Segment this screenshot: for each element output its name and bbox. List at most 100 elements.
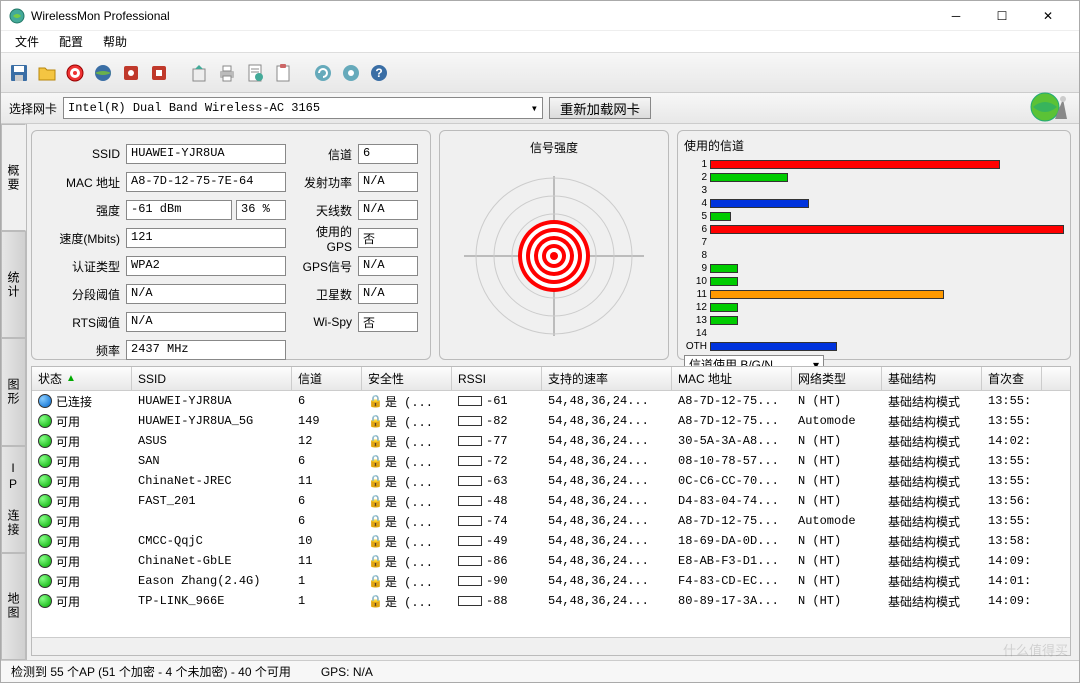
table-row[interactable]: 可用ChinaNet-GbLE11🔒是 (...-8654,48,36,24..… (32, 551, 1070, 571)
rssi-bar-icon (458, 416, 482, 426)
cell-nettype: N (HT) (792, 434, 882, 448)
menu-config[interactable]: 配置 (51, 31, 91, 52)
lock-icon: 🔒 (368, 574, 383, 589)
cell-rate: 54,48,36,24... (542, 474, 672, 488)
col-ssid-header[interactable]: SSID (132, 367, 292, 390)
tab-ipconn[interactable]: IP 连接 (1, 446, 26, 553)
open-icon[interactable] (35, 61, 59, 85)
signal-radar (448, 160, 660, 351)
col-nettype-header[interactable]: 网络类型 (792, 367, 882, 390)
lock-icon: 🔒 (368, 454, 383, 469)
menu-file[interactable]: 文件 (7, 31, 47, 52)
help-icon[interactable]: ? (367, 61, 391, 85)
channel-bar-row: 7 (684, 236, 1064, 249)
refresh-icon[interactable] (311, 61, 335, 85)
ap-table: 状态▲ SSID 信道 安全性 RSSI 支持的速率 MAC 地址 网络类型 基… (31, 366, 1071, 656)
globe-blue-icon[interactable] (91, 61, 115, 85)
cell-rssi: -88 (452, 594, 542, 608)
save-icon[interactable] (7, 61, 31, 85)
print-icon[interactable] (215, 61, 239, 85)
cell-nettype: N (HT) (792, 494, 882, 508)
cell-firstseen: 13:55: (982, 394, 1042, 408)
cell-mac: 0C-C6-CC-70... (672, 474, 792, 488)
tab-stats[interactable]: 统计 (1, 231, 26, 338)
channel-bar (710, 342, 837, 351)
reload-nic-button[interactable]: 重新加载网卡 (549, 97, 651, 119)
clipboard-icon[interactable] (271, 61, 295, 85)
cell-firstseen: 13:55: (982, 414, 1042, 428)
channel-bar-row: 1 (684, 158, 1064, 171)
col-mac-header[interactable]: MAC 地址 (672, 367, 792, 390)
cell-security: 🔒是 (... (362, 513, 452, 530)
rssi-bar-icon (458, 476, 482, 486)
col-status-header[interactable]: 状态▲ (32, 367, 132, 390)
cell-status: 可用 (32, 533, 132, 550)
channel-number: 9 (684, 263, 710, 274)
table-body[interactable]: 已连接HUAWEI-YJR8UA6🔒是 (...-6154,48,36,24..… (32, 391, 1070, 637)
table-row[interactable]: 可用SAN6🔒是 (...-7254,48,36,24...08-10-78-5… (32, 451, 1070, 471)
menu-bar: 文件 配置 帮助 (1, 31, 1079, 53)
channels-panel: 使用的信道 1234567891011121314OTH 信道使用 B/G/N … (677, 130, 1071, 360)
tab-graph[interactable]: 图形 (1, 338, 26, 445)
rts-value: N/A (126, 312, 286, 332)
cell-channel: 11 (292, 554, 362, 568)
cell-infra: 基础结构模式 (882, 433, 982, 450)
lock-icon: 🔒 (368, 434, 383, 449)
table-row[interactable]: 可用ChinaNet-JREC11🔒是 (...-6354,48,36,24..… (32, 471, 1070, 491)
log-icon[interactable] (243, 61, 267, 85)
close-button[interactable]: ✕ (1025, 1, 1071, 31)
maximize-button[interactable]: ☐ (979, 1, 1025, 31)
lock-icon: 🔒 (368, 394, 383, 409)
channel-bar (710, 212, 731, 221)
lock-icon: 🔒 (368, 534, 383, 549)
cell-status: 可用 (32, 433, 132, 450)
cell-security: 🔒是 (... (362, 473, 452, 490)
status-bar: 检测到 55 个AP (51 个加密 - 4 个未加密) - 40 个可用 GP… (1, 660, 1079, 682)
col-rate-header[interactable]: 支持的速率 (542, 367, 672, 390)
cell-nettype: N (HT) (792, 574, 882, 588)
cell-mac: A8-7D-12-75... (672, 414, 792, 428)
cell-firstseen: 13:55: (982, 474, 1042, 488)
nic-dropdown[interactable]: Intel(R) Dual Band Wireless-AC 3165 ▾ (63, 97, 543, 119)
channel-number: 2 (684, 172, 710, 183)
channel-bar-row: 12 (684, 301, 1064, 314)
table-row[interactable]: 可用CMCC-QqjC10🔒是 (...-4954,48,36,24...18-… (32, 531, 1070, 551)
tab-overview[interactable]: 概要 (1, 124, 26, 231)
table-row[interactable]: 可用TP-LINK_966E1🔒是 (...-8854,48,36,24...8… (32, 591, 1070, 611)
col-firstseen-header[interactable]: 首次查 (982, 367, 1042, 390)
cell-rate: 54,48,36,24... (542, 594, 672, 608)
table-row[interactable]: 可用FAST_2016🔒是 (...-4854,48,36,24...D4-83… (32, 491, 1070, 511)
rssi-bar-icon (458, 576, 482, 586)
chevron-down-icon: ▾ (531, 101, 538, 116)
table-row[interactable]: 可用ASUS12🔒是 (...-7754,48,36,24...30-5A-3A… (32, 431, 1070, 451)
cell-rssi: -90 (452, 574, 542, 588)
settings-icon[interactable] (339, 61, 363, 85)
channel-bar (710, 277, 738, 286)
cell-firstseen: 13:58: (982, 534, 1042, 548)
table-row[interactable]: 可用HUAWEI-YJR8UA_5G149🔒是 (...-8254,48,36,… (32, 411, 1070, 431)
target-icon[interactable] (63, 61, 87, 85)
cell-rate: 54,48,36,24... (542, 394, 672, 408)
table-row[interactable]: 可用Eason Zhang(2.4G)1🔒是 (...-9054,48,36,2… (32, 571, 1070, 591)
cell-rssi: -61 (452, 394, 542, 408)
col-channel-header[interactable]: 信道 (292, 367, 362, 390)
tab-map[interactable]: 地图 (1, 553, 26, 660)
net1-icon[interactable] (119, 61, 143, 85)
cell-status: 可用 (32, 413, 132, 430)
export-icon[interactable] (187, 61, 211, 85)
net2-icon[interactable] (147, 61, 171, 85)
cell-channel: 6 (292, 454, 362, 468)
cell-security: 🔒是 (... (362, 593, 452, 610)
horizontal-scrollbar[interactable] (32, 637, 1070, 655)
col-security-header[interactable]: 安全性 (362, 367, 452, 390)
col-infra-header[interactable]: 基础结构 (882, 367, 982, 390)
minimize-button[interactable]: ─ (933, 1, 979, 31)
table-row[interactable]: 可用6🔒是 (...-7454,48,36,24...A8-7D-12-75..… (32, 511, 1070, 531)
menu-help[interactable]: 帮助 (95, 31, 135, 52)
side-tabs: 概要 统计 图形 IP 连接 地图 (1, 124, 27, 660)
cell-status: 可用 (32, 453, 132, 470)
cell-firstseen: 14:02: (982, 434, 1042, 448)
table-row[interactable]: 已连接HUAWEI-YJR8UA6🔒是 (...-6154,48,36,24..… (32, 391, 1070, 411)
window-title: WirelessMon Professional (31, 9, 933, 23)
col-rssi-header[interactable]: RSSI (452, 367, 542, 390)
